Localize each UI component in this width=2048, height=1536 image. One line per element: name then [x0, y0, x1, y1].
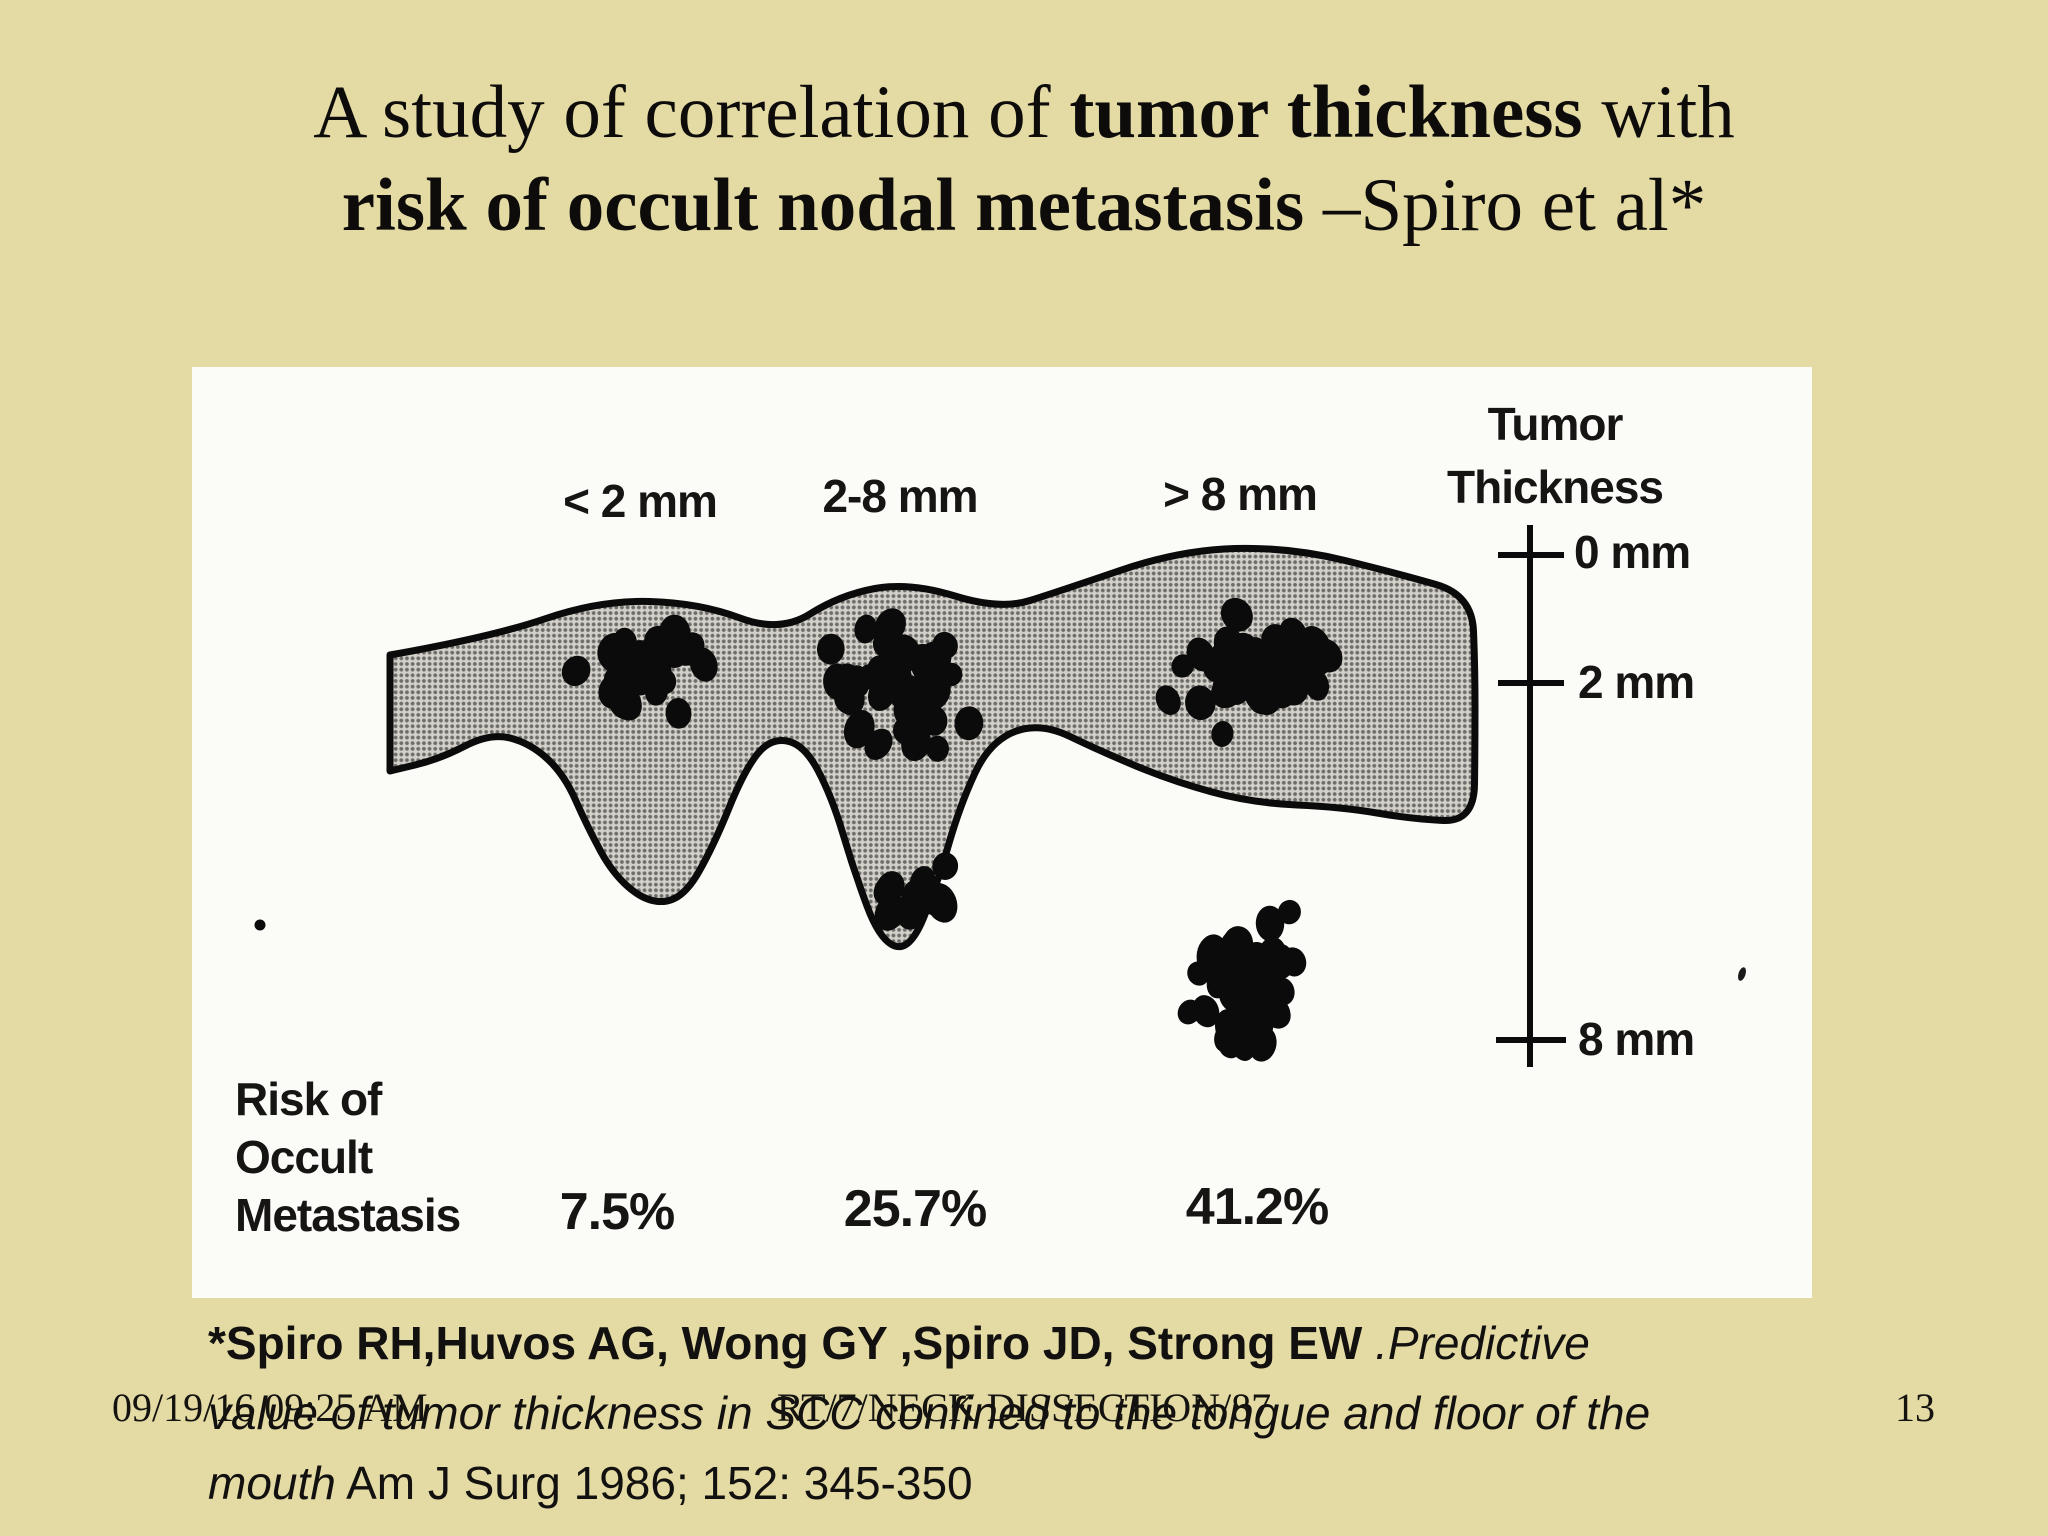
title-line-1: A study of correlation of tumor thicknes… [313, 71, 1734, 154]
risk-value-gt8mm: 41.2% [1185, 1178, 1329, 1236]
axis-title-line2: Thickness [1447, 461, 1664, 513]
tumor-cell-dot [1202, 648, 1232, 678]
tumor-cell-dot [1211, 721, 1234, 747]
tumor-cell-dot [917, 661, 946, 694]
tumor-cell-dot [925, 882, 958, 923]
title-text: A study of correlation of [313, 71, 1070, 154]
tumor-cell-dot [1255, 905, 1285, 942]
tumor-cell-dot [889, 634, 922, 672]
title-bold-tumor-thickness: tumor thickness [1069, 71, 1583, 154]
tumor-cell-dot [1252, 681, 1280, 713]
tumor-cell-dot [1260, 954, 1285, 982]
tumor-cell-dots [561, 597, 1343, 1062]
tumor-cell-dot [1277, 899, 1301, 925]
citation-title-part2: value of tumor thickness in SCC confined… [208, 1387, 1651, 1439]
axis-title-tumor-thickness: Tumor Thickness [1447, 393, 1664, 519]
citation-title-part1: .Predictive [1375, 1317, 1590, 1369]
tumor-cell-dot [1155, 685, 1181, 716]
tumor-cell-dot [1237, 1014, 1266, 1045]
citation-line-2: value of tumor thickness in SCC confined… [208, 1378, 1650, 1448]
tumor-cell-dot [892, 716, 920, 746]
risk-of-occult-metastasis-label: Risk of Occult Metastasis [235, 1070, 461, 1244]
tick-label-0mm: 0 mm [1574, 526, 1691, 578]
citation-line-3: mouth Am J Surg 1986; 152: 345-350 [208, 1448, 1650, 1518]
tumor-cell-dot [843, 709, 875, 749]
tumor-cell-dot [864, 728, 893, 760]
risk-label-line2: Occult [235, 1131, 373, 1183]
citation: *Spiro RH,Huvos AG, Wong GY ,Spiro JD, S… [208, 1308, 1650, 1518]
scan-speck [1738, 967, 1746, 981]
tumor-cell-dot [689, 647, 718, 682]
tumor-cell-dot [816, 633, 845, 665]
risk-label-line3: Metastasis [235, 1189, 461, 1241]
citation-authors: *Spiro RH,Huvos AG, Wong GY ,Spiro JD, S… [208, 1317, 1376, 1369]
tumor-cell-dot [897, 905, 921, 930]
tumor-cell-dot [932, 631, 958, 659]
tumor-cell-dot [932, 852, 959, 880]
tumor-cell-dot [874, 894, 906, 931]
tumor-cell-dot [1196, 934, 1228, 976]
tick-label-2mm: 2 mm [1578, 656, 1695, 708]
citation-title-part3: mouth [208, 1457, 336, 1509]
tumor-cell-dot [1224, 597, 1251, 631]
title-text-author: –Spiro et al* [1304, 164, 1707, 247]
tumor-cell-dot [1230, 632, 1261, 665]
slide-footer: 09/19/16 09:25 AM RT/7/NECK DISSECTION/8… [0, 1384, 2048, 1432]
title-bold-risk: risk of occult nodal metastasis [341, 164, 1305, 247]
tumor-cell-dot [665, 697, 692, 729]
slide-title: A study of correlation of tumor thicknes… [0, 66, 2048, 252]
tumor-cell-dot [1214, 1009, 1241, 1044]
title-line-2: risk of occult nodal metastasis –Spiro e… [342, 164, 1707, 247]
tissue-diagram [254, 525, 1746, 1067]
tumor-cell-dot [866, 655, 892, 683]
column-label-2to8mm: 2-8 mm [822, 470, 978, 522]
tumor-cell-dot [1177, 999, 1201, 1025]
tumor-cell-dot [1218, 976, 1242, 1001]
tumor-cell-dot [561, 655, 591, 687]
tumor-cell-dot [1185, 685, 1216, 721]
footer-lecture-title: RT/7/NECK DISSECTION/87 [776, 1385, 1272, 1430]
tumor-cell-dot [1171, 654, 1195, 678]
thickness-ruler [1496, 525, 1566, 1067]
scan-speck [254, 919, 266, 931]
figure-panel: < 2 mm 2-8 mm > 8 mm Tumor Thickness 0 m… [192, 367, 1812, 1298]
tumor-cell-dot [854, 614, 878, 644]
risk-value-lt2mm: 7.5% [559, 1183, 676, 1241]
tumor-cell-dot [605, 639, 635, 676]
footer-datetime: 09/19/16 09:25 AM [112, 1385, 428, 1430]
tumor-cell-dot [954, 706, 984, 741]
title-text: with [1582, 71, 1735, 154]
tick-label-8mm: 8 mm [1578, 1013, 1695, 1065]
tumor-cell-dot [656, 637, 682, 665]
risk-value-2to8mm: 25.7% [843, 1180, 987, 1238]
tumor-cell-dot [834, 677, 865, 716]
tumor-cell-dot [1300, 625, 1331, 661]
column-label-lt2mm: < 2 mm [563, 475, 718, 527]
column-label-gt8mm: > 8 mm [1163, 468, 1318, 520]
footer-page-number: 13 [1895, 1385, 1935, 1430]
tumor-cell-dot [609, 687, 640, 720]
citation-line-1: *Spiro RH,Huvos AG, Wong GY ,Spiro JD, S… [208, 1308, 1650, 1378]
tumor-cell-dot [1192, 995, 1220, 1028]
citation-journal: Am J Surg 1986; 152: 345-350 [335, 1457, 973, 1509]
tumor-cell-dot [926, 735, 949, 762]
risk-label-line1: Risk of [235, 1073, 382, 1125]
tumor-cell-dot [889, 679, 918, 712]
axis-title-line1: Tumor [1487, 398, 1624, 450]
tumor-cell-dot [1304, 669, 1330, 701]
